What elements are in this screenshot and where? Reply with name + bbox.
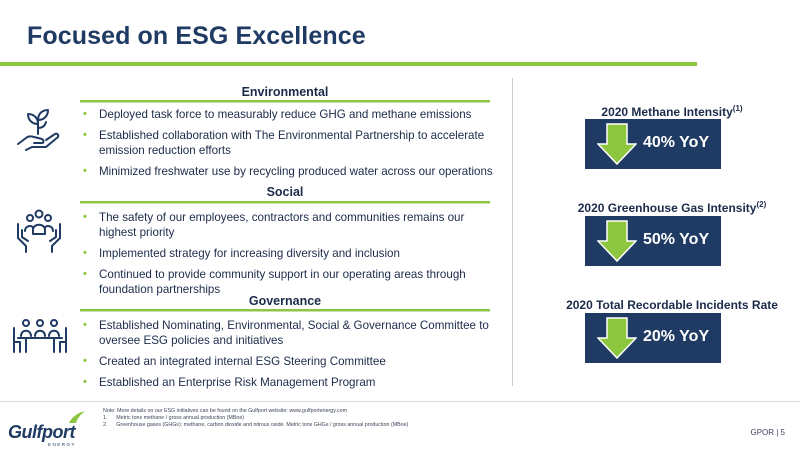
- metric-title-ghg: 2020 Greenhouse Gas Intensity(2): [577, 200, 767, 215]
- boardroom-meeting-icon: [13, 319, 67, 353]
- environmental-bullets: • Deployed task force to measurably reduc…: [80, 107, 500, 185]
- list-item: • The safety of our employees, contractor…: [83, 211, 465, 239]
- footer-rule: [0, 401, 800, 402]
- metric-box-trir: 20% YoY: [585, 313, 721, 363]
- down-arrow-icon: [597, 220, 637, 262]
- metric-title-methane: 2020 Methane Intensity(1): [601, 104, 743, 119]
- metric-value-methane: 40% YoY: [643, 134, 710, 151]
- social-bullets: • The safety of our employees, contractor…: [80, 210, 500, 303]
- down-arrow-icon: [597, 123, 637, 165]
- down-arrow-icon: [597, 317, 637, 359]
- note-text: Note: More details on our ESG initiative…: [103, 408, 347, 414]
- plant-hand-icon: [17, 109, 60, 151]
- environmental-rule: [80, 100, 490, 103]
- metric-value-ghg: 50% YoY: [643, 231, 710, 248]
- column-divider: [512, 78, 513, 386]
- list-item: • Continued to provide community support …: [83, 268, 466, 296]
- page-title: Focused on ESG Excellence: [27, 22, 366, 50]
- footnotes: Note: More details on our ESG initiative…: [103, 408, 408, 429]
- list-item: • Implemented strategy for increasing div…: [83, 247, 400, 260]
- metric-value-trir: 20% YoY: [643, 328, 710, 345]
- metric-box-ghg: 50% YoY: [585, 216, 721, 266]
- footnote-2: 2. Greenhouse gases (GHGs): methane, car…: [103, 422, 409, 428]
- social-heading: Social: [266, 185, 304, 199]
- governance-heading: Governance: [248, 294, 322, 308]
- list-item: • Deployed task force to measurably reduc…: [83, 108, 472, 121]
- governance-bullets: • Established Nominating, Environmental, …: [80, 318, 500, 396]
- social-rule: [80, 201, 490, 204]
- list-item: • Established Nominating, Environmental, …: [83, 319, 489, 347]
- footnote-1: 1. Metric tons methane / gross annual pr…: [103, 415, 245, 421]
- community-hands-icon: [17, 209, 61, 253]
- logo-text: Gulfport: [8, 422, 75, 442]
- logo-subtext: ENERGY: [48, 442, 77, 447]
- logo-mark-icon: [69, 411, 85, 423]
- list-item: • Created an integrated internal ESG Stee…: [83, 355, 386, 368]
- metric-title-trir: 2020 Total Recordable Incidents Rate: [566, 298, 778, 312]
- metric-box-methane: 40% YoY: [585, 119, 721, 169]
- company-logo: Gulfport ENERGY: [8, 410, 94, 448]
- page-number: GPOR | 5: [750, 428, 785, 437]
- list-item: • Established collaboration with The Envi…: [83, 129, 485, 157]
- environmental-heading: Environmental: [241, 85, 329, 99]
- title-underline: [0, 62, 697, 66]
- governance-rule: [80, 309, 490, 312]
- list-item: • Established an Enterprise Risk Manageme…: [83, 376, 376, 389]
- list-item: • Minimized freshwater use by recycling p…: [83, 165, 493, 178]
